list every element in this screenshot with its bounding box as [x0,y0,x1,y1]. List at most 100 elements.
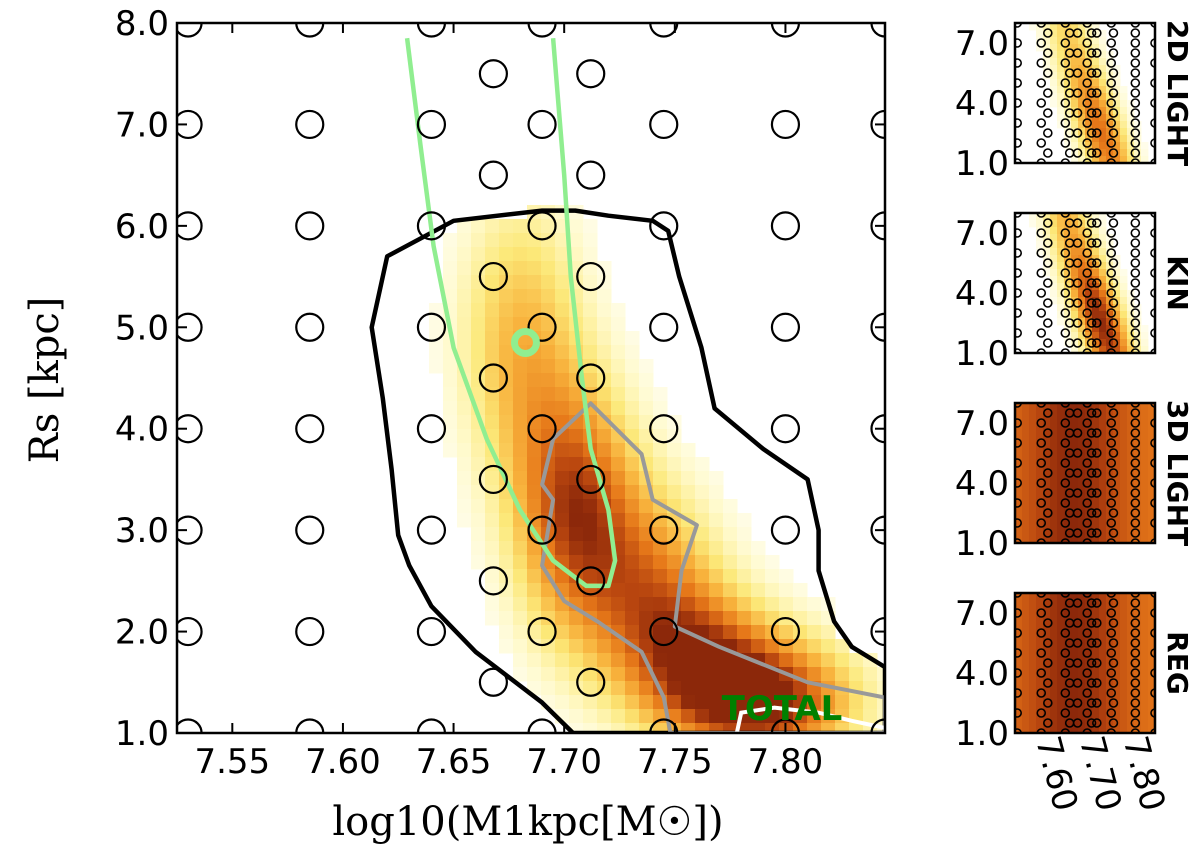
side-heatmap-cell [1036,628,1044,636]
heatmap-cell [681,695,696,710]
heatmap-cell [527,597,542,612]
heatmap-cell [611,695,626,710]
side-grid-point [1106,213,1117,218]
side-heatmap-cell [1078,649,1086,657]
side-heatmap-cell [1022,600,1030,608]
y-tick-label: 3.0 [115,511,169,551]
heatmap-cell [513,597,528,612]
heatmap-cell [555,345,570,360]
side-grid-point [1036,118,1047,128]
side-grid-point [1106,23,1117,28]
heatmap-cell [625,513,640,528]
side-heatmap-cell [1134,628,1142,636]
side-grid-point [1086,338,1097,348]
side-grid-point [1036,38,1047,48]
side-heatmap-cell [1092,213,1100,221]
side-grid-point [1060,478,1071,488]
heatmap-cell [471,443,486,458]
side-heatmap-cell [1050,642,1058,650]
side-heatmap-cell [1043,480,1051,488]
side-heatmap-cell [1092,269,1100,277]
side-heatmap-cell [1050,100,1058,108]
side-heatmap-cell [1092,459,1100,467]
heatmap-cell [709,709,724,724]
side-grid-point [1130,278,1141,288]
side-heatmap-cell [1134,635,1142,643]
side-heatmap-cell [1064,339,1072,347]
grid-points [177,23,885,733]
side-heatmap-cell [1134,445,1142,453]
heatmap-cell [527,233,542,248]
side-grid-point [1060,158,1071,163]
heatmap-cell [793,597,808,612]
side-heatmap-cell [1036,44,1044,52]
heatmap-cell [779,639,794,654]
grid-point-marker [576,667,606,697]
side-heatmap-cell [1050,494,1058,502]
side-grid-point [1036,78,1047,88]
heatmap-cell [751,639,766,654]
side-heatmap-cell [1022,494,1030,502]
side-heatmap-cell [1085,698,1093,706]
side-heatmap-cell [1106,290,1114,298]
side-grid-point [1150,458,1155,468]
side-heatmap-cell [1050,656,1058,664]
side-heatmap-cell [1113,142,1121,150]
side-grid-point [1108,428,1119,438]
side-heatmap-cell [1015,607,1023,615]
side-heatmap-cell [1071,128,1079,136]
heatmap-cell [513,611,528,626]
side-heatmap-cell [1141,726,1149,733]
heatmap-cell [555,275,570,290]
side-grid-point [1043,408,1053,418]
side-heatmap-cell [1078,593,1086,601]
side-heatmap-cell [1148,431,1155,439]
side-grid-point [1092,508,1102,518]
heatmap-cell [709,625,724,640]
side-heatmap-cell [1085,600,1093,608]
heatmap-cell [555,443,570,458]
grid-point-marker [295,109,325,140]
heatmap-cell [471,457,486,472]
side-heatmap-cell [1078,234,1086,242]
side-heatmap-cell [1120,607,1128,615]
side-heatmap-cell [1106,614,1114,622]
side-heatmap-cell [1071,494,1079,502]
side-grid-point [1130,138,1141,148]
side-heatmap-cell [1106,438,1114,446]
side-grid-point [1036,608,1047,618]
side-grid-point [1130,698,1141,708]
side-grid-point [1086,528,1097,538]
side-grid-point [1015,668,1022,678]
side-heatmap-cell [1029,431,1037,439]
heatmap-cell [723,709,738,724]
side-heatmap-cell [1015,501,1023,509]
side-heatmap-cell [1113,480,1121,488]
side-heatmap-cell [1078,325,1086,333]
side-heatmap-cell [1036,649,1044,657]
side-heatmap-cell [1113,438,1121,446]
side-heatmap-cell [1029,621,1037,629]
heatmap-cell [667,653,682,668]
side-heatmap-cell [1099,213,1107,221]
side-grid-point [1108,698,1119,708]
side-heatmap-cell [1057,93,1065,101]
side-heatmap-cell [1134,698,1142,706]
side-heatmap-cell [1085,318,1093,326]
side-heatmap-cell [1015,417,1023,425]
side-heatmap-cell [1043,213,1051,221]
side-grid-point [1036,438,1047,448]
heatmap-cell [737,723,752,733]
side-heatmap-cell [1022,410,1030,418]
heatmap-cell [443,373,458,388]
side-grid-point [1086,678,1097,688]
side-grid-point [1130,638,1141,648]
heatmap-cell [723,681,738,696]
grid-point-marker [576,59,606,89]
side-grid-point [1106,478,1117,488]
side-grid-point [1015,348,1022,353]
side-heatmap-cell [1127,325,1135,333]
side-heatmap-cell [1064,121,1072,129]
side-grid-point [1064,528,1075,538]
side-grid-point [1064,238,1075,248]
